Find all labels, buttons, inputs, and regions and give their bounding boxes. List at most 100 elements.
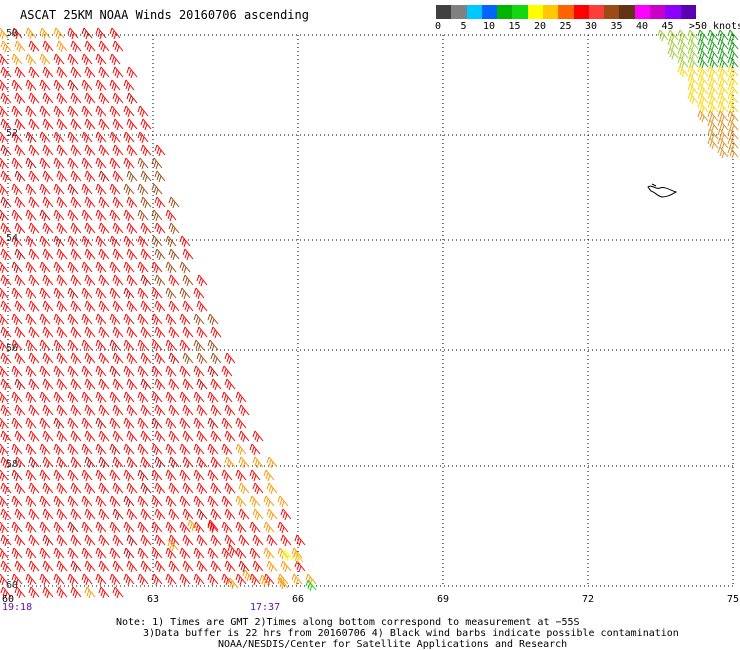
wind-barb xyxy=(70,66,82,79)
wind-barb xyxy=(39,53,51,66)
wind-barb xyxy=(25,339,37,352)
wind-barb xyxy=(0,261,9,274)
wind-barb xyxy=(14,92,26,105)
wind-barb xyxy=(123,573,135,586)
wind-barb xyxy=(154,196,166,209)
wind-barb xyxy=(42,430,54,443)
wind-barb xyxy=(39,547,51,560)
wind-barb xyxy=(39,339,51,352)
wind-barb xyxy=(98,352,110,365)
wind-barb xyxy=(154,430,166,443)
colorbar-swatch xyxy=(634,5,650,19)
wind-barb xyxy=(235,443,247,456)
wind-barb xyxy=(28,508,40,521)
wind-barb xyxy=(14,404,26,417)
wind-barb xyxy=(221,417,233,430)
wind-barb xyxy=(14,248,26,261)
colorbar-swatch xyxy=(542,5,559,19)
wind-barb xyxy=(151,443,163,456)
wind-barb xyxy=(727,119,739,132)
wind-barb xyxy=(238,404,250,417)
wind-barb xyxy=(179,235,191,248)
wind-barb xyxy=(305,573,317,586)
wind-barb xyxy=(242,569,254,582)
wind-barb xyxy=(84,482,96,495)
wind-barb xyxy=(53,495,65,508)
wind-barb xyxy=(235,391,247,404)
wind-barb xyxy=(11,365,23,378)
wind-barb xyxy=(0,92,12,105)
colorbar-label: >50 knots xyxy=(688,21,740,32)
wind-barb xyxy=(25,547,37,560)
wind-barb xyxy=(126,170,138,183)
wind-barb xyxy=(697,74,709,87)
wind-barb xyxy=(42,508,54,521)
wind-barb xyxy=(282,549,294,562)
wind-barb xyxy=(95,339,107,352)
colorbar-label: 0 xyxy=(434,21,442,32)
wind-barb xyxy=(123,183,135,196)
wind-barb xyxy=(207,443,219,456)
wind-barb xyxy=(14,196,26,209)
wind-barb xyxy=(154,352,166,365)
wind-barb xyxy=(123,339,135,352)
wind-barb xyxy=(84,456,96,469)
wind-barb xyxy=(179,547,191,560)
wind-barb xyxy=(67,209,79,222)
wind-barb xyxy=(14,534,26,547)
longitude-label-69: 69 xyxy=(436,594,450,605)
wind-barb xyxy=(14,144,26,157)
wind-barb xyxy=(81,391,93,404)
wind-barb xyxy=(727,47,739,60)
wind-barb xyxy=(140,378,152,391)
wind-barb xyxy=(697,47,709,60)
wind-barb xyxy=(67,495,79,508)
colorbar-label: 25 xyxy=(559,21,572,32)
wind-barb xyxy=(140,560,152,573)
wind-barb xyxy=(112,404,124,417)
wind-barb xyxy=(109,287,121,300)
wind-barb xyxy=(263,573,275,586)
wind-barb xyxy=(11,339,23,352)
wind-barb xyxy=(109,339,121,352)
longitude-label-63: 63 xyxy=(146,594,160,605)
wind-barb xyxy=(207,519,219,532)
wind-barb xyxy=(84,170,96,183)
wind-barb xyxy=(707,92,719,105)
wind-barb xyxy=(28,144,40,157)
wind-barb xyxy=(95,391,107,404)
wind-barb xyxy=(207,547,219,560)
wind-barb xyxy=(126,326,138,339)
wind-barb xyxy=(67,417,79,430)
wind-barb xyxy=(193,391,205,404)
wind-barb xyxy=(238,482,250,495)
wind-barb xyxy=(168,274,180,287)
wind-barb xyxy=(221,391,233,404)
longitude-label-66: 66 xyxy=(291,594,305,605)
wind-barb xyxy=(165,235,177,248)
wind-barb xyxy=(11,313,23,326)
wind-barb xyxy=(140,274,152,287)
wind-barb xyxy=(168,560,180,573)
latitude-label-58: 58 xyxy=(6,459,19,470)
wind-barb xyxy=(67,53,79,66)
wind-barb xyxy=(123,287,135,300)
wind-barb xyxy=(0,586,12,599)
note-line-1: Note: 1) Times are GMT 2)Times along bot… xyxy=(116,617,580,628)
wind-barb xyxy=(277,573,289,586)
wind-barb xyxy=(266,560,278,573)
wind-barb xyxy=(717,119,729,132)
wind-barb xyxy=(84,326,96,339)
wind-barb xyxy=(81,235,93,248)
wind-barb xyxy=(182,456,194,469)
wind-barb xyxy=(182,404,194,417)
wind-barb xyxy=(126,404,138,417)
wind-barbs xyxy=(0,27,739,599)
wind-barb xyxy=(112,456,124,469)
wind-barb xyxy=(28,222,40,235)
wind-barb xyxy=(67,261,79,274)
wind-barb xyxy=(95,131,107,144)
wind-barb xyxy=(56,456,68,469)
wind-barb xyxy=(53,235,65,248)
